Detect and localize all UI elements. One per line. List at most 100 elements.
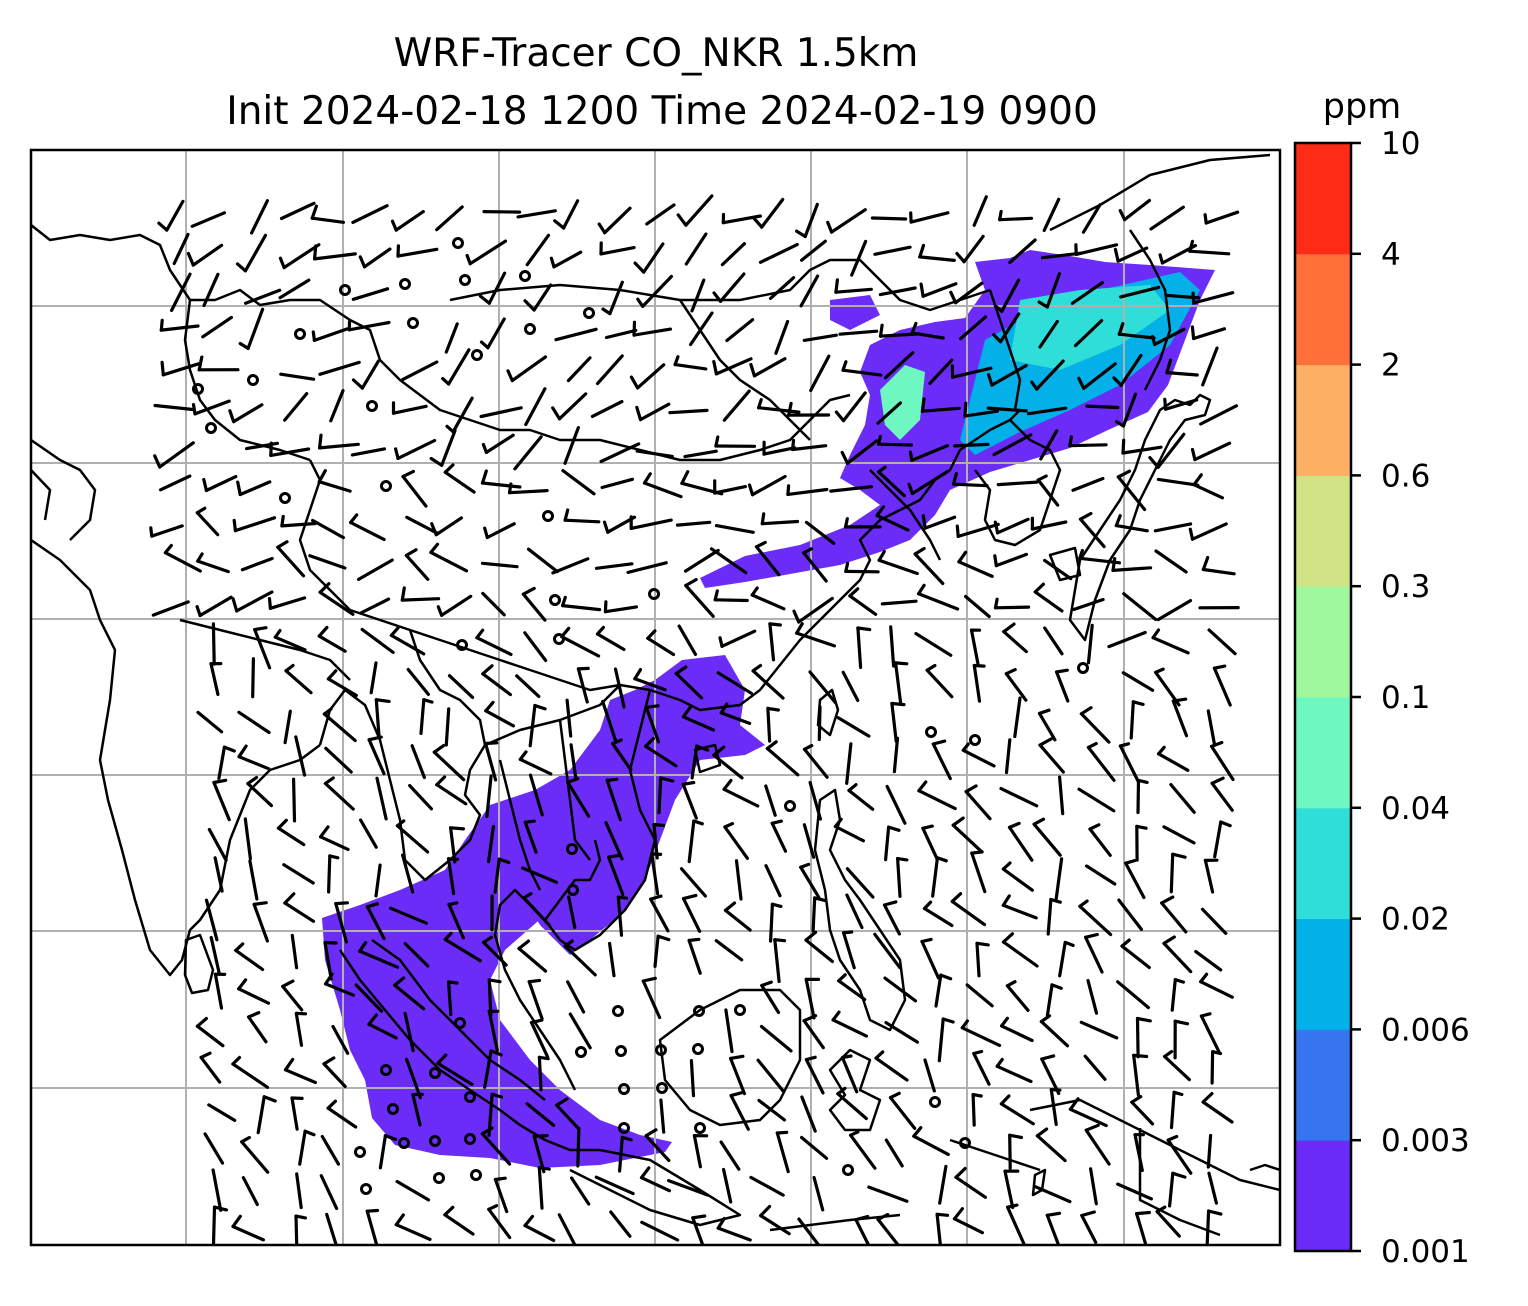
wind-barb-shaft <box>873 245 912 256</box>
calm-wind-circle <box>380 480 392 492</box>
wind-barb-flag <box>854 1214 870 1222</box>
wind-barb-shaft <box>282 243 321 270</box>
wind-barb-flag <box>1210 776 1225 785</box>
wind-barb-shaft <box>687 938 702 975</box>
wind-barb-flag <box>718 636 724 648</box>
wind-barb-flag <box>876 1212 890 1222</box>
wind-barb-flag <box>1165 358 1173 375</box>
wind-barb-flag <box>649 894 663 901</box>
wind-barb-shaft <box>600 477 635 490</box>
wind-barb-flag <box>1132 1053 1149 1059</box>
wind-barb-shaft <box>1191 327 1227 341</box>
wind-barb-shaft <box>569 1176 591 1206</box>
wind-barb-flag <box>1134 1210 1152 1216</box>
wind-barb-shaft <box>876 401 903 425</box>
wind-barb-shaft <box>1200 907 1228 936</box>
wind-barb-shaft <box>312 327 349 342</box>
wind-barb-shaft <box>604 821 624 861</box>
wind-barb-shaft <box>283 392 309 422</box>
wind-barb-shaft <box>165 199 185 232</box>
wind-barb-shaft <box>758 243 799 264</box>
wind-barb-flag <box>939 973 953 981</box>
wind-barb-shaft <box>563 426 581 465</box>
calm-wind-circle <box>471 349 483 361</box>
wind-barb-shaft <box>774 319 790 355</box>
wind-barb-shaft <box>1084 864 1117 886</box>
wind-barb-shaft <box>400 597 441 602</box>
wind-barb-shaft <box>1088 1167 1098 1206</box>
wind-barb-shaft <box>803 202 819 239</box>
wind-barb-shaft <box>1162 1054 1191 1082</box>
wind-barb-flag <box>228 409 236 424</box>
calm-wind-markers <box>192 237 1089 1195</box>
wind-barb-shaft <box>537 1055 543 1092</box>
wind-barb-flag <box>1171 852 1187 859</box>
wind-barb-shaft <box>318 590 355 616</box>
wind-barb-flag <box>1136 778 1149 785</box>
wind-barb-flag <box>517 939 531 951</box>
wind-barb-shaft <box>401 360 439 381</box>
wind-barb-flag <box>975 941 990 947</box>
wind-barb-shaft <box>354 983 384 1013</box>
colorbar-tick-label: 0.3 <box>1381 569 1430 605</box>
wind-barb-shaft <box>770 821 788 853</box>
wind-barb-shaft <box>831 1018 869 1038</box>
wind-barb-shaft <box>952 1217 985 1235</box>
wind-barb-shaft <box>1209 744 1235 782</box>
wind-barb-shaft <box>396 438 437 460</box>
wind-barb-flag <box>322 1056 336 1066</box>
wind-barb-shaft <box>870 216 908 221</box>
wind-barb-flag <box>719 702 729 715</box>
wind-barb-shaft <box>1026 406 1068 416</box>
wind-barb-shaft <box>440 429 457 467</box>
wind-barb-shaft <box>1005 984 1030 1012</box>
wind-barb-shaft <box>153 403 196 412</box>
wind-barb-shaft <box>560 603 602 612</box>
wind-barb-shaft <box>956 522 1000 539</box>
wind-barb-shaft <box>692 1133 703 1169</box>
wind-barb-flag <box>1135 1016 1152 1023</box>
wind-barb-flag <box>786 484 791 496</box>
wind-barb-shaft <box>256 1095 266 1135</box>
wind-barb-flag <box>481 442 488 454</box>
wind-barb-shaft <box>996 480 1039 487</box>
wind-barb-shaft <box>1190 522 1228 541</box>
wind-barb-shaft <box>523 1223 556 1243</box>
wind-barb-flag <box>489 1049 503 1057</box>
wind-barb-shaft <box>616 895 624 937</box>
wind-barb-shaft <box>434 516 463 537</box>
wind-barb-flag <box>723 821 735 829</box>
wind-barb-shaft <box>995 517 1030 535</box>
wind-barb-shaft <box>447 348 471 386</box>
wind-barb-shaft <box>449 826 457 864</box>
wind-barb-flag <box>317 625 329 638</box>
wind-barb-shaft <box>319 835 350 852</box>
wind-barb-flag <box>644 1128 658 1138</box>
wind-barb-shaft <box>1199 1014 1222 1055</box>
wind-barb-flag <box>925 663 937 672</box>
wind-barb-flag <box>970 850 984 855</box>
wind-barb-shaft <box>294 1214 299 1245</box>
wind-barb-shaft <box>1079 712 1111 744</box>
wind-barb-flag <box>1005 1203 1019 1209</box>
wind-barb-flag <box>195 1016 208 1028</box>
wind-barb-flag <box>913 546 926 556</box>
calm-wind-circle <box>542 510 554 522</box>
wind-barb-flag <box>961 742 970 752</box>
wind-barb-shaft <box>408 783 433 811</box>
wind-barb-shaft <box>447 674 475 700</box>
wind-barb-shaft <box>1114 523 1149 533</box>
wind-barb-shaft <box>1107 630 1147 649</box>
wind-barb-flag <box>395 819 406 828</box>
wind-barb-flag <box>231 1055 242 1066</box>
wind-barb-shaft <box>310 216 345 224</box>
wind-barb-flag <box>1171 697 1188 703</box>
wind-barb-flag <box>1001 932 1015 944</box>
wind-barb-flag <box>893 661 909 666</box>
wind-barb-shaft <box>922 906 954 928</box>
wind-barb-flag <box>443 1205 455 1217</box>
colorbar-tick-label: 0.1 <box>1381 680 1430 716</box>
wind-barb-shaft <box>613 667 626 709</box>
wind-barb-shaft <box>935 1212 942 1245</box>
wind-barb-shaft <box>723 825 750 860</box>
